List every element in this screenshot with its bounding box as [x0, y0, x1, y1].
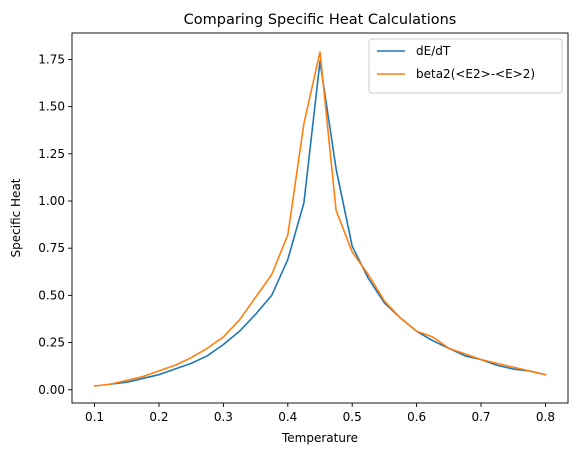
- series-line-1: [93, 51, 547, 387]
- y-tick-label: 1.50: [38, 100, 65, 114]
- x-tick-label: 0.6: [407, 410, 426, 424]
- y-tick-label: 1.00: [38, 194, 65, 208]
- y-axis-label: Specific Heat: [9, 178, 23, 257]
- chart-title: Comparing Specific Heat Calculations: [184, 12, 457, 28]
- x-tick-label: 0.8: [536, 410, 555, 424]
- legend-label-beta2: beta2(<E2>-<E>2): [416, 67, 535, 81]
- y-tick-label: 1.25: [38, 147, 65, 161]
- legend-box: [368, 38, 563, 94]
- series-layer: [93, 51, 547, 387]
- series-line-0: [109, 60, 547, 386]
- y-tick-label: 0.75: [38, 241, 65, 255]
- x-axis-ticks: 0.1 0.2 0.3 0.4 0.5 0.6 0.7 0.8: [85, 403, 555, 424]
- plot-frame: [71, 32, 569, 404]
- legend-label-de-dt: dE/dT: [416, 44, 451, 58]
- y-axis-ticks: 0.00 0.25 0.50 0.75 1.00 1.25 1.50 1.75: [38, 52, 72, 397]
- x-tick-label: 0.3: [214, 410, 233, 424]
- y-tick-label: 1.75: [38, 52, 65, 66]
- x-tick-label: 0.7: [471, 410, 490, 424]
- x-tick-label: 0.1: [85, 410, 104, 424]
- y-tick-label: 0.25: [38, 336, 65, 350]
- y-tick-label: 0.50: [38, 288, 65, 302]
- x-tick-label: 0.2: [149, 410, 168, 424]
- x-tick-label: 0.4: [278, 410, 297, 424]
- x-tick-label: 0.5: [343, 410, 362, 424]
- x-axis-label: Temperature: [281, 431, 358, 445]
- y-tick-label: 0.00: [38, 383, 65, 397]
- legend: dE/dT beta2(<E2>-<E>2): [368, 38, 563, 94]
